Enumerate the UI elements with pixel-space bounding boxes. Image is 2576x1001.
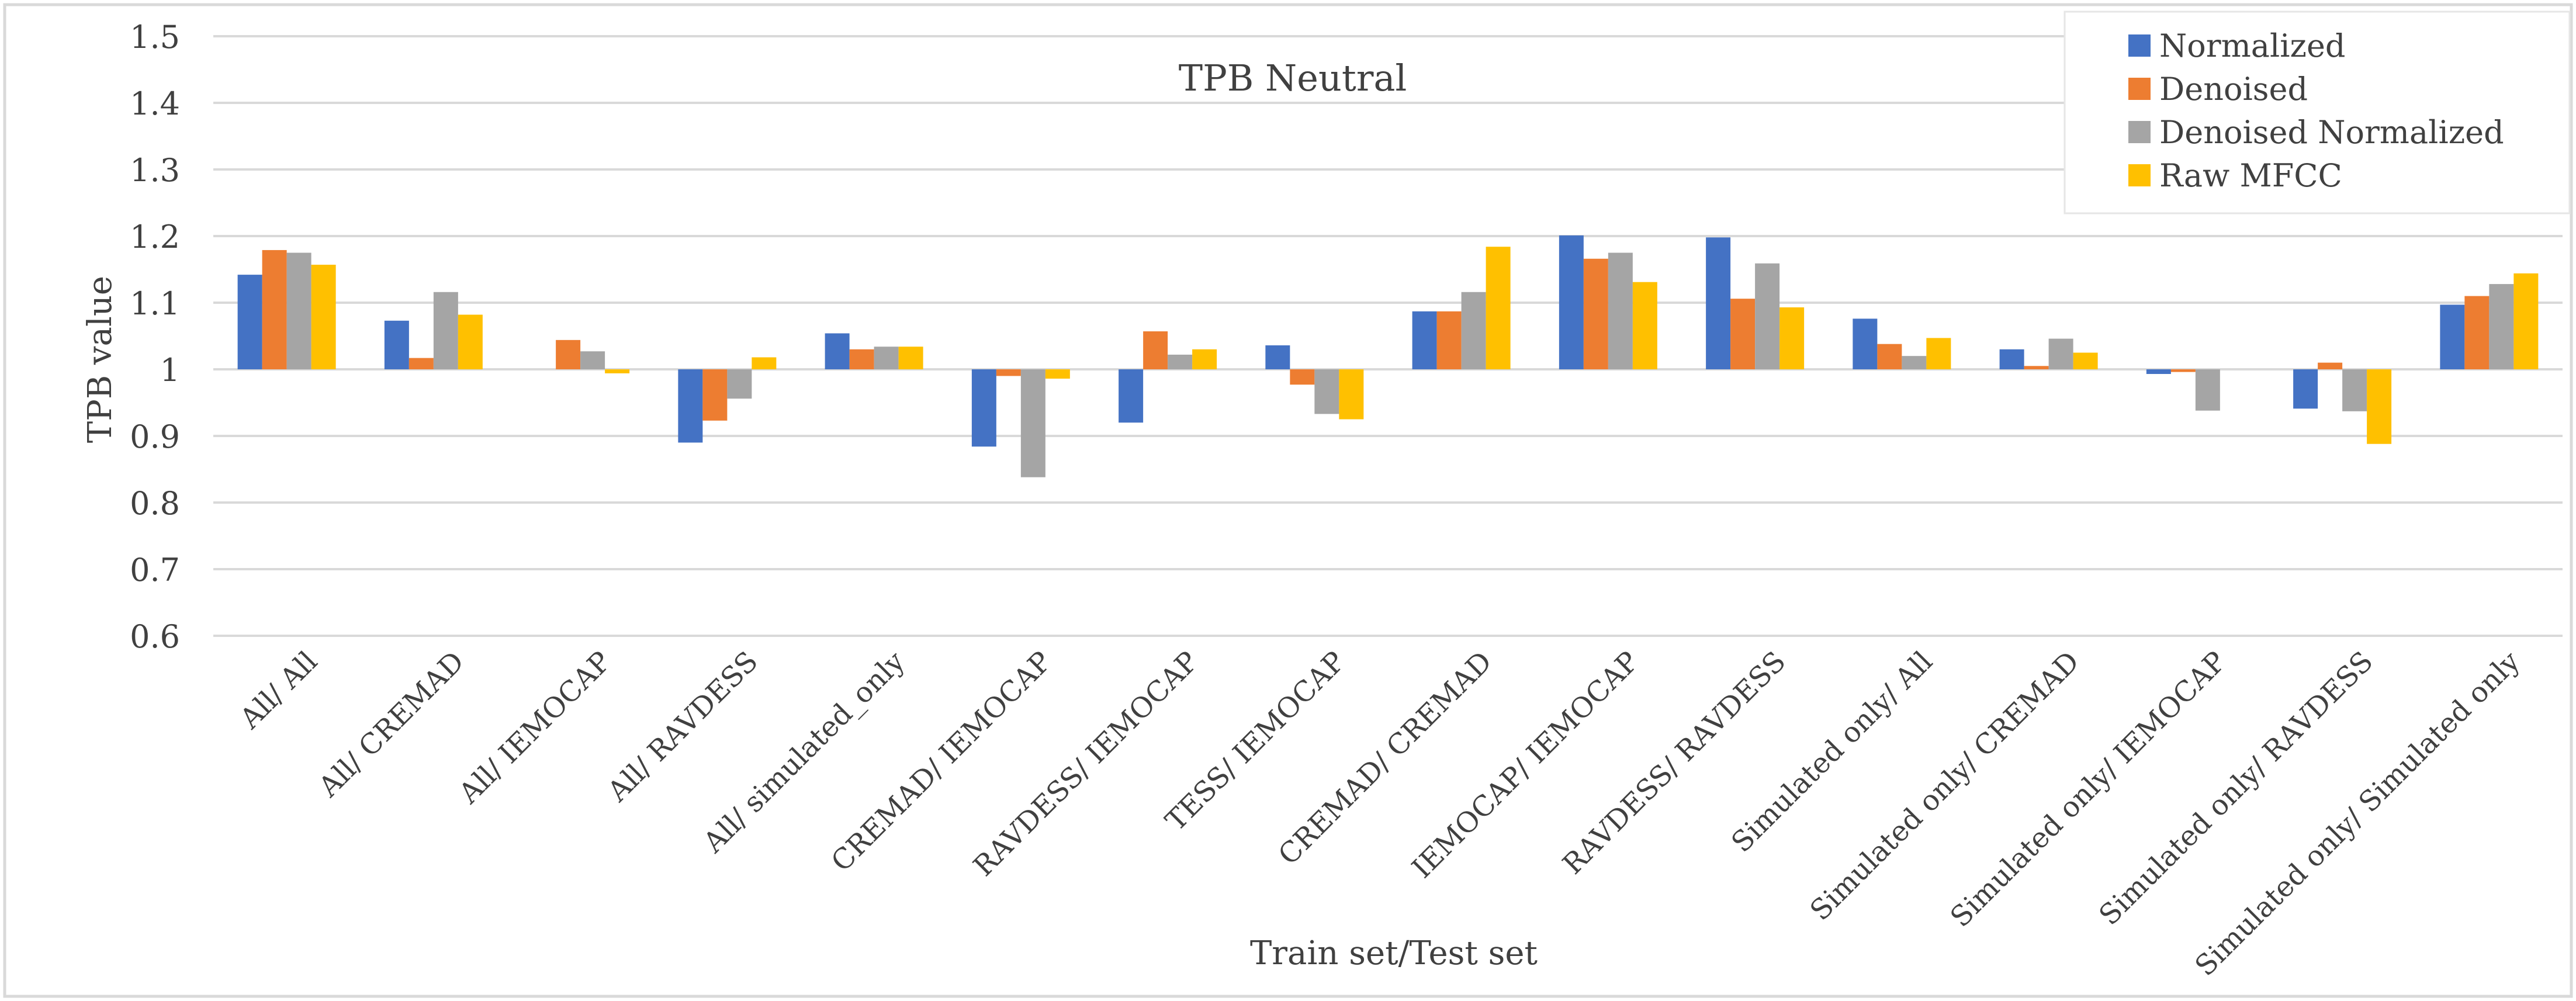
bar-raw-mfcc: [458, 314, 483, 369]
bar-raw-mfcc: [311, 265, 336, 369]
bar-raw-mfcc: [898, 347, 923, 369]
bar-denoised-normalized: [727, 369, 752, 399]
bar-denoised: [1143, 331, 1168, 369]
bar-denoised-normalized: [2342, 369, 2367, 411]
bar-denoised-normalized: [2489, 284, 2514, 369]
y-tick-label: 1: [160, 352, 180, 389]
bar-denoised: [556, 340, 581, 369]
y-tick-label: 1.4: [130, 85, 180, 122]
bar-denoised: [2170, 369, 2196, 372]
bar-normalized: [1119, 369, 1144, 423]
bar-denoised-normalized: [874, 347, 899, 369]
bar-raw-mfcc: [1045, 369, 1070, 379]
x-axis-label: Train set/Test set: [1250, 934, 1538, 972]
legend-label: Denoised: [2159, 71, 2308, 108]
y-tick-label: 0.7: [130, 552, 180, 588]
bar-normalized: [1265, 345, 1290, 369]
bar-raw-mfcc: [752, 357, 777, 369]
bar-normalized: [1559, 235, 1584, 369]
bar-denoised-normalized: [1168, 354, 1193, 369]
bar-normalized: [2146, 369, 2171, 374]
y-tick-label: 0.8: [130, 485, 180, 522]
bar-denoised: [849, 349, 874, 369]
y-tick-label: 1.3: [130, 152, 180, 189]
legend-label: Raw MFCC: [2159, 157, 2342, 194]
y-axis-label: TPB value: [81, 276, 119, 443]
bar-denoised-normalized: [1902, 356, 1927, 369]
bar-denoised-normalized: [2048, 338, 2073, 369]
bar-raw-mfcc: [1339, 369, 1364, 420]
y-axis-ticks: 0.6 0.7 0.8 0.9 1 1.1 1.2 1.3 1.4 1.5: [130, 19, 180, 655]
bar-denoised: [262, 250, 287, 369]
bar-denoised: [1877, 344, 1902, 369]
bar-denoised: [702, 369, 728, 421]
bar-raw-mfcc: [605, 369, 630, 373]
bar-denoised-normalized: [2195, 369, 2220, 411]
bar-normalized: [2440, 304, 2465, 369]
bar-denoised-normalized: [1608, 252, 1633, 369]
legend: Normalized Denoised Denoised Normalized Raw…: [2063, 11, 2571, 214]
bar-normalized: [1706, 237, 1731, 369]
bar-raw-mfcc: [2367, 369, 2392, 444]
bar-denoised: [408, 358, 434, 369]
bar-raw-mfcc: [1926, 338, 1951, 369]
chart-title: TPB Neutral: [1179, 57, 1407, 99]
legend-label: Normalized: [2159, 27, 2346, 64]
gridlines: [213, 35, 2563, 637]
bar-denoised-normalized: [1755, 263, 1780, 369]
bar-normalized: [971, 369, 996, 447]
bar-normalized: [384, 320, 409, 369]
y-tick-label: 0.9: [130, 418, 180, 455]
legend-swatch: [2128, 164, 2151, 186]
bar-raw-mfcc: [2073, 352, 2098, 369]
bar-denoised-normalized: [1314, 369, 1339, 414]
bars: [237, 235, 2539, 477]
bar-normalized: [1412, 311, 1437, 369]
bar-raw-mfcc: [2513, 273, 2539, 369]
bar-raw-mfcc: [1779, 307, 1805, 369]
bar-denoised-normalized: [580, 351, 605, 369]
bar-raw-mfcc: [1632, 282, 1657, 369]
bar-normalized: [1999, 349, 2024, 369]
bar-denoised: [2024, 366, 2049, 369]
legend-swatch: [2128, 78, 2151, 100]
legend-label: Denoised Normalized: [2159, 114, 2504, 151]
bar-denoised: [1290, 369, 1315, 385]
bar-raw-mfcc: [1192, 349, 1217, 369]
bar-denoised-normalized: [1461, 292, 1486, 369]
legend-swatch: [2128, 121, 2151, 143]
bar-raw-mfcc: [1486, 247, 1511, 369]
bar-denoised: [2464, 296, 2490, 369]
bar-denoised-normalized: [1020, 369, 1045, 477]
bar-normalized: [1853, 318, 1878, 369]
legend-swatch: [2128, 34, 2151, 57]
y-tick-label: 0.6: [130, 618, 180, 655]
bar-normalized: [678, 369, 703, 443]
y-tick-label: 1.5: [130, 19, 180, 56]
bar-denoised: [1583, 258, 1608, 369]
y-tick-label: 1.2: [130, 219, 180, 255]
bar-normalized: [2293, 369, 2318, 409]
bar-denoised-normalized: [433, 292, 458, 369]
bar-denoised: [996, 369, 1021, 376]
bar-denoised-normalized: [286, 252, 311, 369]
bar-denoised: [1730, 299, 1756, 369]
bar-denoised: [1436, 311, 1462, 369]
bar-denoised: [2318, 362, 2343, 369]
bar-normalized: [825, 333, 850, 369]
bar-normalized: [237, 275, 262, 369]
y-tick-label: 1.1: [130, 285, 180, 322]
